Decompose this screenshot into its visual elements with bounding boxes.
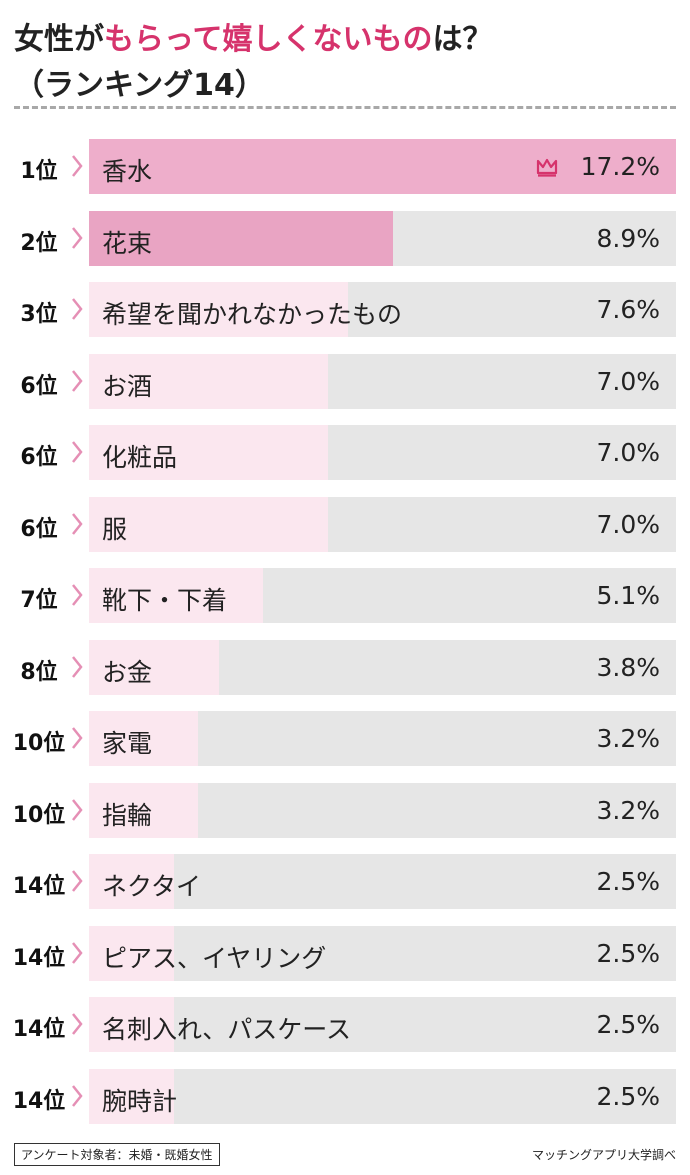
rank-label: 3位 xyxy=(20,302,58,327)
value-label: 2.5% xyxy=(596,938,660,968)
chevron-right-icon xyxy=(72,1084,83,1107)
chevron-right-icon xyxy=(72,155,83,177)
rank-label: 2位 xyxy=(20,230,58,256)
value-label: 2.5% xyxy=(596,867,660,896)
bar xyxy=(89,139,676,194)
value-label: 3.2% xyxy=(596,724,660,753)
rank-label: 6位 xyxy=(20,516,58,542)
value-label: 8.9% xyxy=(596,223,660,253)
value-label: 3.2% xyxy=(596,795,660,825)
crown-icon xyxy=(536,158,558,177)
rank-label: 6位 xyxy=(20,445,58,470)
category-label: お酒 xyxy=(102,371,153,401)
rank-label: 8位 xyxy=(20,659,58,685)
value-label: 2.5% xyxy=(596,1010,660,1039)
title-part1: 女性が xyxy=(14,22,104,57)
category-label: 家電 xyxy=(102,729,153,758)
chevron-right-icon xyxy=(72,941,83,964)
chevron-right-icon xyxy=(72,584,83,606)
category-label: 化粧品 xyxy=(102,443,178,472)
bar xyxy=(89,425,328,480)
chevron-right-icon xyxy=(72,655,83,678)
value-label: 7.0% xyxy=(596,438,660,467)
chevron-right-icon xyxy=(72,441,83,463)
chevron-right-icon xyxy=(72,798,83,821)
rank-label: 10位 xyxy=(12,802,66,828)
rank-label: 10位 xyxy=(12,731,66,756)
chevron-right-icon xyxy=(72,1013,83,1035)
title-accent: もらって嬉しくないもの xyxy=(104,22,433,57)
rank-label: 6位 xyxy=(20,373,58,399)
chevron-right-icon xyxy=(72,369,83,392)
rank-label: 14位 xyxy=(12,1017,66,1042)
bar xyxy=(89,711,198,766)
category-label: 腕時計 xyxy=(102,1086,178,1116)
title-part2: は？ xyxy=(432,22,493,57)
rank-label: 1位 xyxy=(20,159,58,184)
bar xyxy=(89,1068,174,1124)
bar-track xyxy=(89,997,676,1052)
category-label: 名刺入れ、パスケース xyxy=(102,1015,352,1044)
value-label: 2.5% xyxy=(596,1081,660,1111)
bar xyxy=(89,782,198,838)
bar-track xyxy=(89,925,676,981)
chevron-right-icon xyxy=(72,727,83,749)
rank-label: 14位 xyxy=(12,945,66,971)
category-label: ネクタイ xyxy=(102,872,202,901)
category-label: 服 xyxy=(102,514,128,544)
bar xyxy=(89,639,219,695)
bar xyxy=(89,496,328,552)
category-label: ピアス、イヤリング xyxy=(102,943,327,973)
bar xyxy=(89,854,174,909)
chevron-right-icon xyxy=(72,226,83,249)
category-label: 花束 xyxy=(102,228,153,258)
chevron-right-icon xyxy=(72,870,83,892)
rank-label: 14位 xyxy=(12,874,66,899)
bar xyxy=(89,997,174,1052)
category-label: お金 xyxy=(102,657,153,687)
chart-title: 女性がもらって嬉しくないものは？ xyxy=(14,14,493,58)
chevron-right-icon xyxy=(72,298,83,320)
bar-track xyxy=(89,1068,676,1124)
rank-label: 7位 xyxy=(20,588,58,613)
value-label: 7.0% xyxy=(596,509,660,539)
bar xyxy=(89,353,328,409)
bar xyxy=(89,568,263,623)
value-label: 5.1% xyxy=(596,581,660,610)
dashed-divider xyxy=(14,106,676,109)
bar xyxy=(89,210,393,266)
bar-track xyxy=(89,854,676,909)
source-note: マッチングアプリ大学調べ xyxy=(531,1148,676,1162)
bar xyxy=(89,925,174,981)
category-label: 香水 xyxy=(102,157,153,186)
chart-subtitle: （ランキング14） xyxy=(14,68,265,103)
chevron-right-icon xyxy=(72,512,83,535)
value-label: 7.0% xyxy=(596,366,660,396)
value-label: 7.6% xyxy=(596,295,660,324)
category-label: 指輪 xyxy=(102,800,153,830)
value-label: 3.8% xyxy=(596,652,660,682)
rank-label: 14位 xyxy=(12,1088,66,1114)
category-label: 靴下・下着 xyxy=(102,586,228,615)
survey-note: アンケート対象者：未婚・既婚女性 xyxy=(14,1143,220,1166)
category-label: 希望を聞かれなかったもの xyxy=(102,300,403,329)
bar xyxy=(89,282,348,337)
value-label: 17.2% xyxy=(580,152,660,181)
